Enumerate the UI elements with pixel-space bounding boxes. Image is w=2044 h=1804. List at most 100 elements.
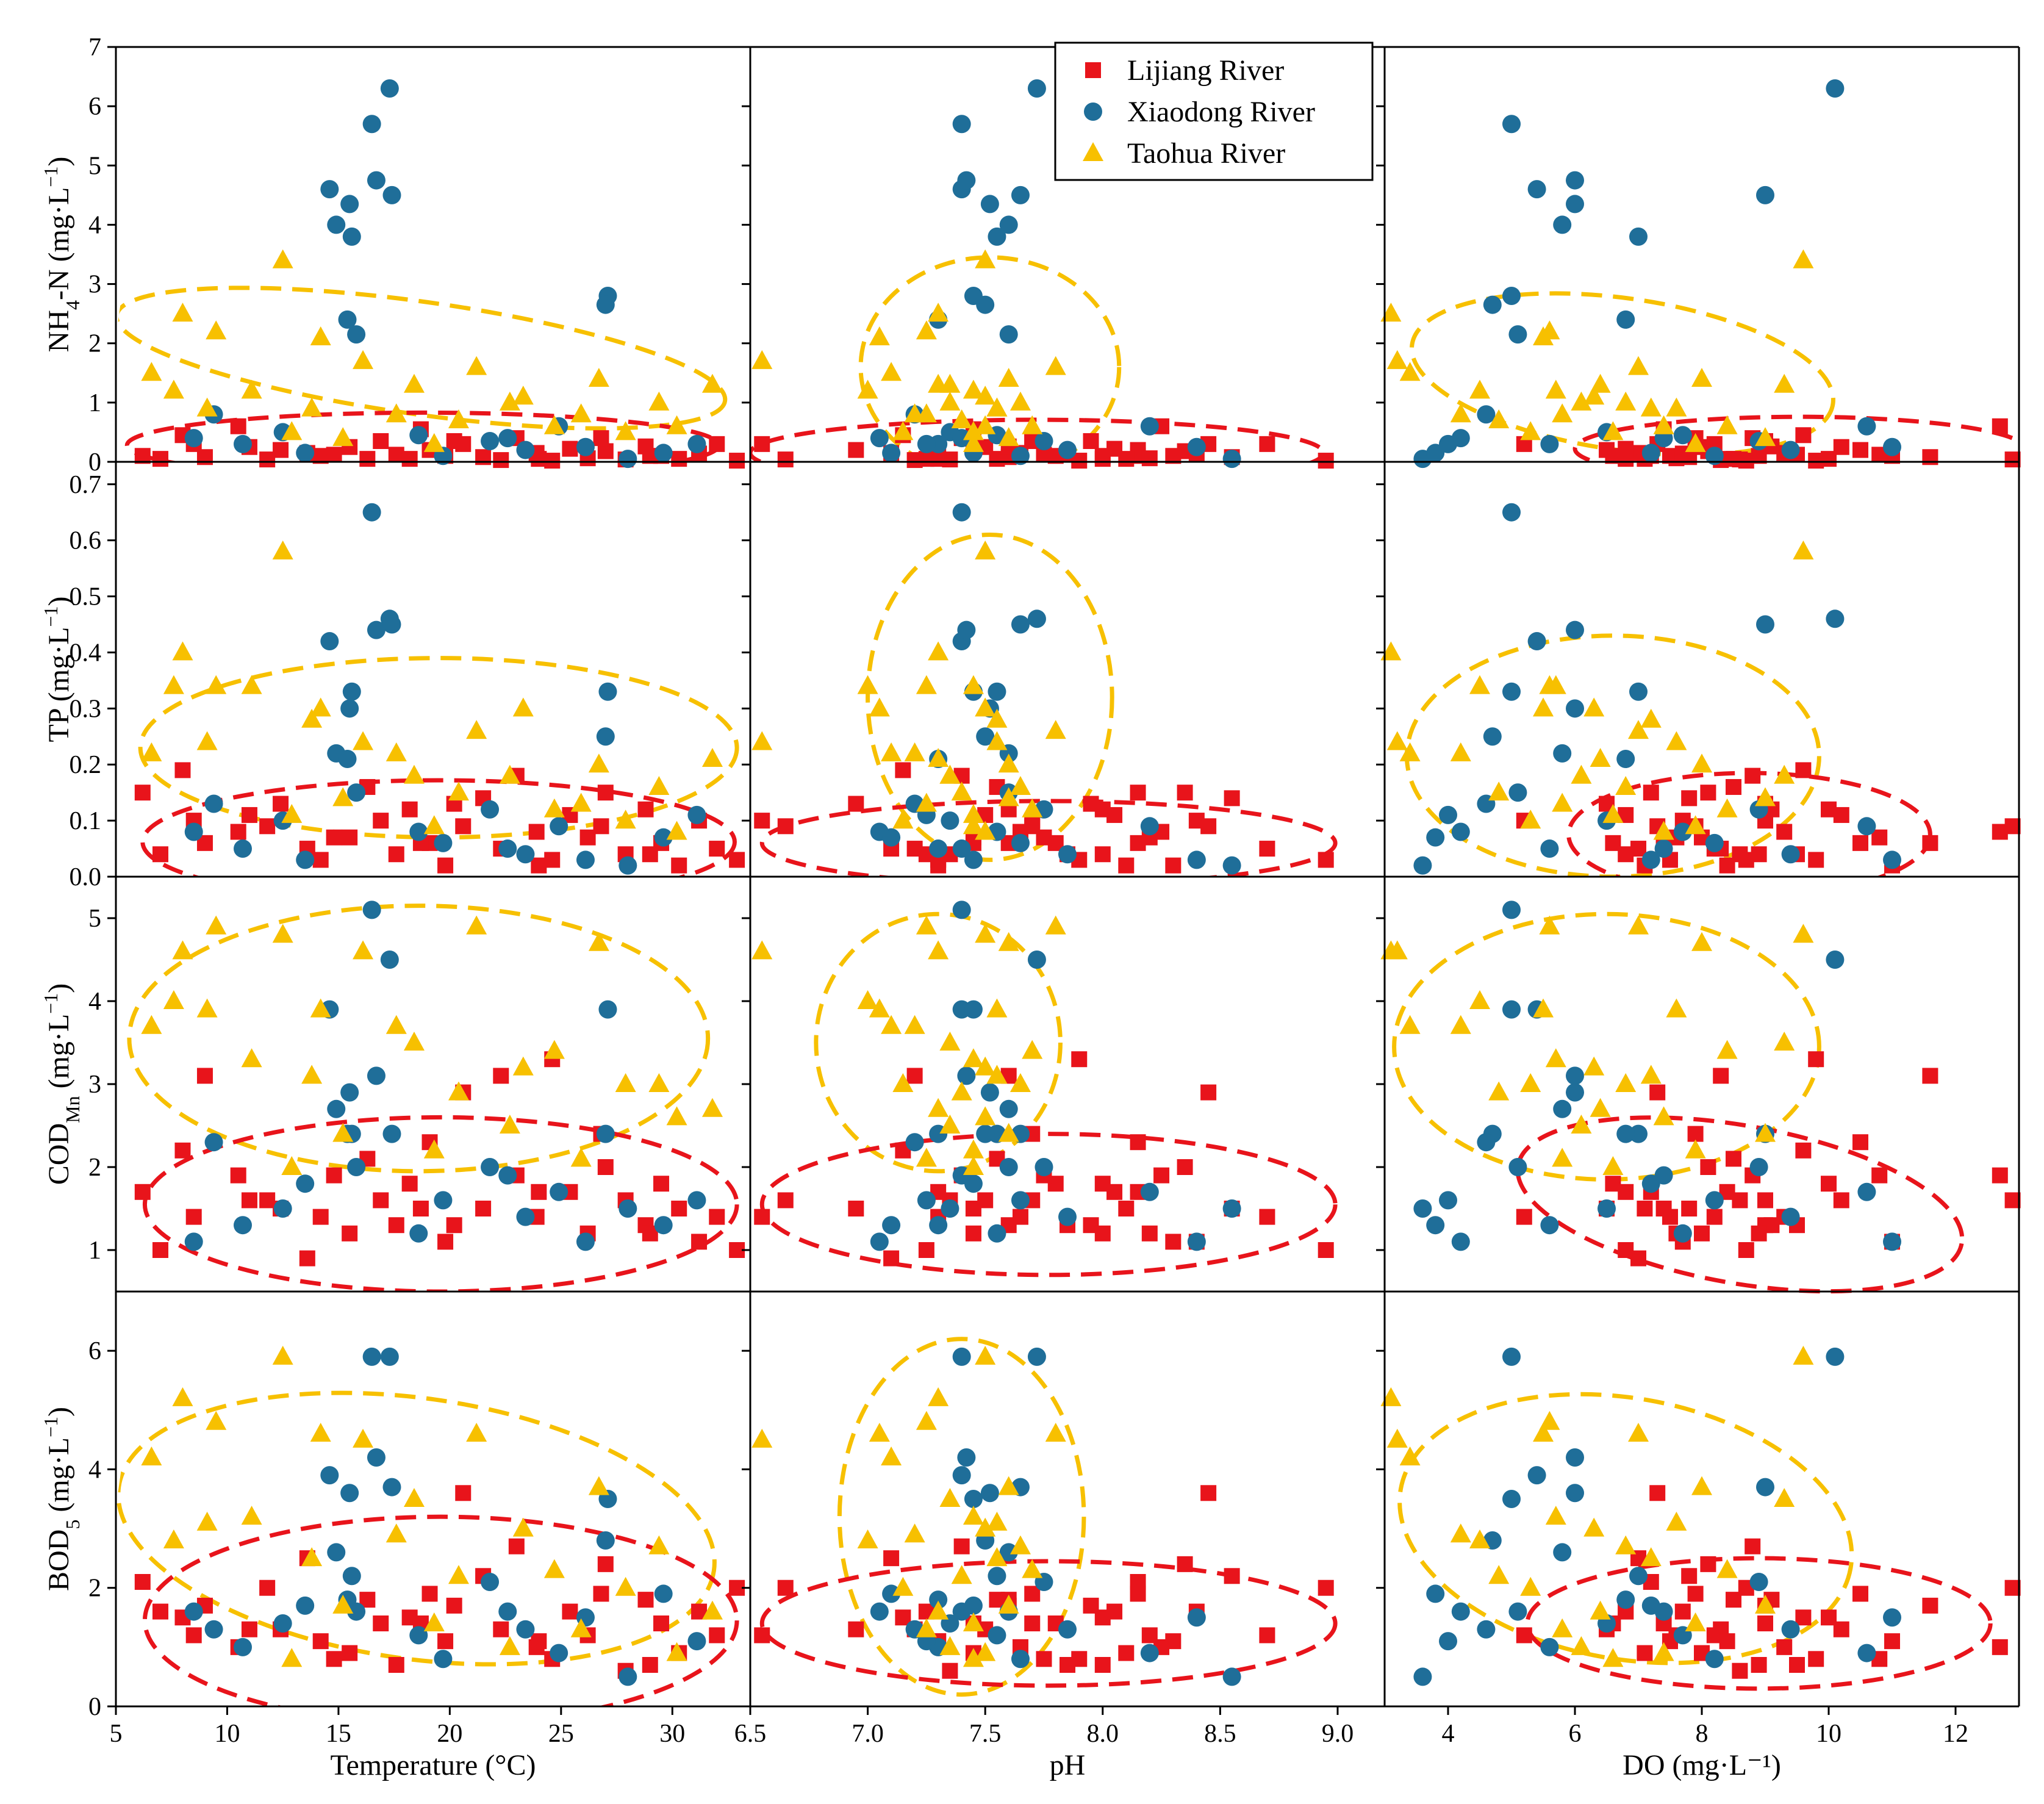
data-point-lijiang-river xyxy=(342,1225,358,1242)
x-tick-label-ph: 8.0 xyxy=(1087,1720,1119,1748)
data-point-xiaodong-river xyxy=(409,822,428,841)
data-point-taohua-river xyxy=(701,748,723,767)
data-point-taohua-river xyxy=(615,1073,636,1092)
data-point-lijiang-river xyxy=(230,1167,246,1184)
data-point-taohua-river xyxy=(939,391,961,411)
data-point-taohua-river xyxy=(512,697,534,717)
data-point-taohua-river xyxy=(951,1081,972,1101)
data-point-taohua-river xyxy=(939,1032,961,1051)
data-point-taohua-river xyxy=(141,362,162,381)
data-point-lijiang-river xyxy=(1106,1184,1123,1200)
data-point-lijiang-river xyxy=(528,824,545,840)
data-point-xiaodong-river xyxy=(1781,845,1800,864)
data-point-taohua-river xyxy=(241,1048,262,1068)
data-point-taohua-river xyxy=(701,373,723,393)
data-point-xiaodong-river xyxy=(957,1448,976,1467)
data-point-lijiang-river xyxy=(531,1633,547,1650)
x-tick-label-do: 10 xyxy=(1816,1720,1841,1748)
data-point-taohua-river xyxy=(857,1529,878,1548)
data-point-lijiang-river xyxy=(1706,1209,1723,1225)
data-point-xiaodong-river xyxy=(1857,817,1876,836)
data-point-lijiang-river xyxy=(412,1201,429,1216)
data-point-taohua-river xyxy=(1009,1073,1031,1092)
data-point-taohua-river xyxy=(892,1576,914,1596)
data-point-xiaodong-river xyxy=(905,1133,924,1152)
data-point-xiaodong-river xyxy=(516,1620,535,1639)
data-point-lijiang-river xyxy=(1130,785,1146,801)
data-point-taohua-river xyxy=(963,1612,984,1631)
data-point-taohua-river xyxy=(857,990,878,1009)
data-point-lijiang-river xyxy=(1726,1151,1741,1167)
data-point-taohua-river xyxy=(963,379,984,399)
confidence-ellipse-taohua-river-cod-do xyxy=(1392,911,1821,1182)
data-point-taohua-river xyxy=(904,1015,925,1034)
data-point-taohua-river xyxy=(998,368,1019,387)
data-point-taohua-river xyxy=(1520,1073,1541,1092)
data-point-taohua-river xyxy=(1640,1065,1662,1084)
data-point-lijiang-river xyxy=(848,442,864,458)
data-point-xiaodong-river xyxy=(367,171,385,190)
data-point-xiaodong-river xyxy=(687,434,706,453)
data-point-taohua-river xyxy=(332,1594,354,1614)
data-point-xiaodong-river xyxy=(409,1626,428,1645)
data-point-lijiang-river xyxy=(1200,1485,1217,1501)
data-point-lijiang-river xyxy=(1821,1176,1837,1192)
data-point-lijiang-river xyxy=(1776,824,1793,840)
data-point-taohua-river xyxy=(928,373,949,393)
data-point-xiaodong-river xyxy=(516,845,535,864)
data-point-taohua-river xyxy=(1628,720,1649,739)
data-point-xiaodong-river xyxy=(340,1083,359,1102)
data-point-taohua-river xyxy=(1666,998,1687,1018)
data-point-xiaodong-river xyxy=(1566,1066,1584,1085)
data-point-xiaodong-river xyxy=(1508,325,1527,344)
data-point-lijiang-river xyxy=(1259,1627,1275,1644)
confidence-ellipse-taohua-river-tp-ph xyxy=(866,532,1114,862)
data-point-taohua-river xyxy=(1380,1387,1402,1406)
data-point-xiaodong-river xyxy=(1629,227,1648,246)
data-point-lijiang-river xyxy=(1732,1662,1748,1679)
data-point-xiaodong-river xyxy=(1426,1216,1445,1235)
data-point-taohua-river xyxy=(403,373,425,393)
data-point-taohua-river xyxy=(512,386,534,405)
data-point-taohua-river xyxy=(916,320,937,340)
data-point-taohua-river xyxy=(403,1488,425,1507)
data-point-xiaodong-river xyxy=(999,1099,1018,1118)
data-point-lijiang-river xyxy=(1751,846,1767,863)
data-point-lijiang-river xyxy=(401,451,418,467)
data-point-taohua-river xyxy=(1716,1559,1738,1578)
data-point-xiaodong-river xyxy=(498,1166,517,1185)
data-point-taohua-river xyxy=(1380,641,1402,661)
data-point-xiaodong-river xyxy=(976,1124,995,1143)
data-point-taohua-river xyxy=(1755,787,1776,807)
data-point-lijiang-river xyxy=(174,762,191,778)
data-point-lijiang-river xyxy=(637,801,654,818)
data-point-taohua-river xyxy=(975,697,996,717)
data-point-lijiang-river xyxy=(401,801,418,818)
data-point-lijiang-river xyxy=(1852,442,1868,458)
data-point-lijiang-river xyxy=(1165,1234,1182,1250)
data-point-taohua-river xyxy=(499,1636,520,1655)
data-point-xiaodong-river xyxy=(917,1191,936,1210)
data-point-xiaodong-river xyxy=(976,295,995,314)
data-point-taohua-river xyxy=(141,1446,162,1465)
data-point-xiaodong-river xyxy=(516,1207,535,1226)
data-point-taohua-river xyxy=(951,1565,972,1584)
data-point-xiaodong-river xyxy=(1883,437,1901,456)
data-point-xiaodong-river xyxy=(988,227,1006,246)
data-point-taohua-river xyxy=(751,731,773,750)
data-point-taohua-river xyxy=(892,421,914,440)
data-point-taohua-river xyxy=(1590,748,1611,767)
data-point-taohua-river xyxy=(1691,1476,1712,1495)
data-point-xiaodong-river xyxy=(941,811,959,830)
data-point-taohua-river xyxy=(1628,1423,1649,1442)
data-point-lijiang-river xyxy=(1141,1627,1158,1644)
data-point-lijiang-river xyxy=(174,1142,191,1159)
data-point-lijiang-river xyxy=(906,1068,923,1084)
data-point-lijiang-river xyxy=(152,846,168,863)
data-point-lijiang-river xyxy=(1130,1134,1146,1151)
data-point-xiaodong-river xyxy=(380,1347,399,1366)
data-point-lijiang-river xyxy=(273,442,289,458)
data-point-lijiang-river xyxy=(1024,1615,1041,1631)
data-point-xiaodong-river xyxy=(1883,1608,1901,1627)
